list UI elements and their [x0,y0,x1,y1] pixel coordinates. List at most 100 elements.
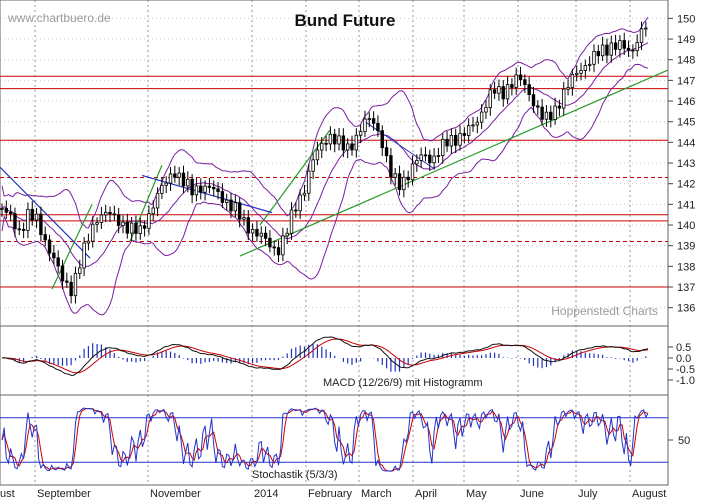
price-bar-body [367,118,371,121]
x-tick-label: June [520,488,544,500]
price-tick-label: 142 [677,179,695,191]
price-bar-body [285,232,289,237]
price-bar-body [17,228,21,231]
price-bar-body [350,143,354,151]
price-bar-body [237,202,242,220]
price-tick-label: 148 [677,55,695,67]
price-bar-body [432,155,436,164]
trendline [259,129,331,226]
price-bar-body [380,130,384,149]
price-bar-body [406,176,410,181]
price-bar-body [635,42,639,52]
stochastic-k-line [1,407,649,472]
price-bar-body [415,160,419,165]
price-bar-body [116,214,121,226]
price-bar-body [60,265,65,282]
price-bar-body [389,155,393,178]
price-bar-body [86,240,91,244]
price-bar-body [428,154,432,164]
price-bar-body [78,267,82,274]
price-bar-body [294,209,298,212]
price-bar-body [609,42,613,56]
price-bar-body [583,65,588,71]
price-bar-body [562,88,566,109]
price-bar-body [212,186,216,190]
x-axis-labels: ust September November 2014 February March Apr… [0,488,666,500]
price-bar-body [471,124,475,127]
price-bar-body [199,185,203,193]
price-bar-body [52,252,56,259]
x-tick-label: August [632,488,666,500]
price-bar-body [337,135,341,145]
price-bar-body [479,111,484,123]
price-bar-body [91,223,95,242]
macd-tick-label: -0.5 [676,364,695,376]
price-bar-body [160,184,164,194]
price-bar-body [618,40,622,50]
price-tick-label: 145 [677,117,695,129]
price-bar-body [441,138,445,156]
price-bar-body [324,142,328,145]
chart-title: Bund Future [294,11,395,30]
price-bar-body [190,178,194,196]
price-bar-body [272,246,276,249]
price-tick-label: 138 [677,261,695,273]
macd-tick-label: -1.0 [676,375,695,387]
price-bar-body [233,202,238,212]
price-bar-body [177,172,181,178]
macd-tick-label: 0.0 [676,353,691,365]
price-bar-body [570,74,575,88]
price-bar-body [73,272,78,297]
macd-signal-line [1,338,649,374]
x-tick-label: July [578,488,598,500]
price-bar-body [393,173,397,178]
price-bar-body [549,111,553,120]
price-bar-body [173,173,177,178]
price-bar-body [592,50,596,65]
price-bar-body [125,221,130,234]
price-bar-body [112,213,117,216]
price-bar-body [587,63,592,66]
price-bar-body [138,225,142,234]
price-bar-body [263,232,268,239]
price-bar-body [596,50,601,57]
price-axis-ticks: 136 137 138 139 140 141 142 143 144 145 146 147 148 1… [668,13,695,315]
price-bar-body [34,213,39,221]
price-bar-body [276,247,281,256]
price-bar-body [462,133,467,136]
macd-caption: MACD (12/26/9) mit Histogramm [323,377,483,389]
price-bar-body [95,222,99,225]
price-bar-body [39,213,43,235]
price-bar-body [341,135,346,151]
price-bar-body [531,94,536,107]
macd-line [1,336,649,376]
trendline-down [141,174,273,214]
price-bar-body [454,134,458,146]
price-bar-body [410,163,415,181]
price-bar-body [311,159,315,172]
price-bar-body [47,239,52,254]
price-bar-body [605,44,609,56]
price-bar-body [466,125,471,136]
price-bar-body [613,42,618,50]
price-bar-body [65,280,69,283]
price-tick-label: 146 [677,96,695,108]
price-bar-body [56,257,60,267]
price-tick-label: 147 [677,75,695,87]
price-bar-body [333,133,337,145]
x-tick-label: February [308,488,353,500]
price-bar-body [540,106,544,120]
price-bar-body [488,89,492,108]
price-bar-body [575,72,579,75]
price-bar-body [164,182,168,186]
price-tick-label: 149 [677,34,695,46]
x-tick-label: 2014 [254,488,278,500]
price-bar-body [21,229,26,231]
bollinger-upper [1,17,649,229]
price-bar-body [151,207,155,215]
price-bar-body [298,194,302,212]
price-bar-body [358,131,363,136]
price-tick-label: 141 [677,199,695,211]
price-bar-body [544,111,549,120]
price-bar-body [449,134,454,147]
